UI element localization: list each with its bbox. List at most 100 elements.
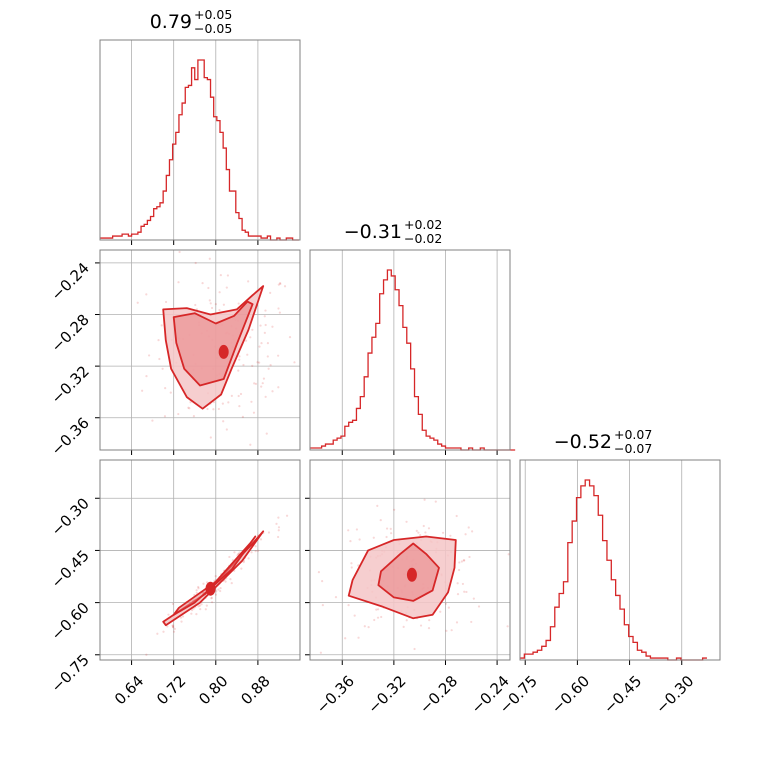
scatter-point xyxy=(271,390,274,393)
x-tick-label: −0.30 xyxy=(652,672,697,717)
contour-68 xyxy=(172,535,257,616)
scatter-point xyxy=(319,651,322,654)
scatter-point xyxy=(180,620,183,623)
scatter-point xyxy=(455,514,458,518)
histogram-bin xyxy=(185,87,188,240)
scatter-point xyxy=(376,616,380,619)
scatter-point xyxy=(254,382,258,385)
x-tick-label-group: −0.28 xyxy=(416,672,461,717)
scatter-point xyxy=(151,419,154,422)
scatter-point xyxy=(293,361,296,364)
scatter-point xyxy=(237,552,240,556)
histogram-bin xyxy=(624,625,628,660)
scatter-point xyxy=(258,361,261,364)
panel-frame xyxy=(99,459,301,661)
title-median: 0.79 xyxy=(150,11,192,33)
scatter-point xyxy=(214,593,218,596)
scatter-point xyxy=(467,526,470,529)
title-upper-error: +0.02 xyxy=(404,217,442,232)
scatter-point xyxy=(160,324,163,327)
panel-frame xyxy=(99,39,301,241)
histogram-bin xyxy=(603,541,607,660)
y-tick-label-group: −0.30 xyxy=(48,494,93,539)
scatter-point xyxy=(162,630,165,633)
scatter-point xyxy=(355,528,359,531)
scatter-point xyxy=(250,400,253,403)
scatter-point xyxy=(423,498,426,501)
scatter-point xyxy=(145,375,148,378)
histogram-bin xyxy=(376,323,380,450)
scatter-point xyxy=(228,555,231,559)
scatter-point xyxy=(277,283,280,286)
scatter-point xyxy=(206,407,209,411)
histogram-bin xyxy=(201,60,204,240)
scatter-point xyxy=(217,407,220,411)
scatter-point xyxy=(269,291,272,294)
scatter-point xyxy=(279,281,282,285)
scatter-point xyxy=(470,620,473,624)
scatter-point xyxy=(197,605,200,608)
y-tick-label: −0.36 xyxy=(48,414,93,459)
title-lower-error: −0.07 xyxy=(614,441,652,456)
scatter-point xyxy=(428,619,431,622)
scatter-point xyxy=(215,590,218,593)
histogram-bin xyxy=(559,593,563,660)
scatter-point xyxy=(171,624,174,627)
scatter-point xyxy=(317,571,320,574)
histogram-bin xyxy=(611,580,615,660)
scatter-point xyxy=(349,540,352,543)
histogram-bin xyxy=(329,444,333,450)
y-tick-label: −0.45 xyxy=(48,547,93,592)
scatter-point xyxy=(157,339,160,342)
histogram-bin xyxy=(372,337,376,450)
x-tick-label-group: −0.60 xyxy=(548,672,593,717)
scatter-point xyxy=(246,353,249,356)
scatter-point xyxy=(462,559,465,562)
histogram-bin xyxy=(642,652,646,660)
scatter-point xyxy=(463,590,466,593)
scatter-point xyxy=(434,500,437,503)
histogram-bin xyxy=(395,290,399,450)
histogram-line xyxy=(520,479,707,661)
scatter-point xyxy=(222,303,225,306)
scatter-point xyxy=(321,603,324,607)
histogram-bin xyxy=(550,627,554,660)
scatter-point xyxy=(264,309,267,312)
scatter-point xyxy=(226,274,229,277)
histogram-bin xyxy=(572,521,576,660)
scatter-point xyxy=(460,560,463,563)
scatter-point xyxy=(169,391,172,394)
scatter-point xyxy=(419,624,423,627)
histogram-bin xyxy=(384,280,388,450)
scatter-point xyxy=(145,653,148,656)
scatter-point xyxy=(357,564,360,567)
title-median: −0.31 xyxy=(344,221,402,243)
scatter-point xyxy=(266,342,269,345)
scatter-point xyxy=(439,610,442,613)
scatter-point xyxy=(468,555,471,559)
scatter-point xyxy=(376,504,379,507)
scatter-point xyxy=(200,603,203,606)
scatter-point xyxy=(277,535,280,539)
scatter-point xyxy=(208,257,211,260)
scatter-point xyxy=(444,602,447,605)
histogram-bin xyxy=(568,543,572,660)
scatter-point xyxy=(239,392,243,396)
title-median: −0.52 xyxy=(554,431,612,453)
panel-title: −0.31 +0.02−0.02 xyxy=(344,217,443,246)
scatter-point xyxy=(256,361,259,364)
scatter-point xyxy=(507,553,510,556)
scatter-point xyxy=(156,632,159,635)
scatter-point xyxy=(250,551,253,554)
histogram-bin xyxy=(179,115,182,240)
density-peak xyxy=(205,581,216,596)
scatter-point xyxy=(254,550,257,553)
histogram-bin xyxy=(195,80,198,240)
scatter-point xyxy=(277,386,280,389)
scatter-point xyxy=(372,536,375,539)
histogram-bin xyxy=(616,595,620,660)
scatter-point xyxy=(189,401,192,404)
histogram-bin xyxy=(581,486,585,660)
scatter-point xyxy=(241,415,244,418)
histogram-bin xyxy=(555,607,559,660)
